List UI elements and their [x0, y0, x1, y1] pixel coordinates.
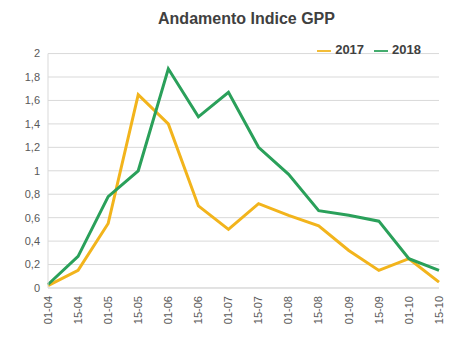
svg-text:1,8: 1,8: [25, 71, 40, 83]
svg-text:15-06: 15-06: [192, 296, 204, 324]
svg-text:01-09: 01-09: [343, 296, 355, 324]
svg-text:1,6: 1,6: [25, 94, 40, 106]
svg-text:01-08: 01-08: [282, 296, 294, 324]
svg-text:0,6: 0,6: [25, 212, 40, 224]
svg-text:0,2: 0,2: [25, 258, 40, 270]
svg-text:0: 0: [34, 282, 40, 294]
html-text:2017: 2017: [335, 42, 365, 57]
svg-text:15-10: 15-10: [433, 296, 445, 324]
svg-text:01-10: 01-10: [403, 296, 415, 324]
svg-text:01-04: 01-04: [42, 296, 54, 324]
svg-text:1: 1: [34, 165, 40, 177]
svg-text:15-09: 15-09: [373, 296, 385, 324]
svg-text:15-08: 15-08: [313, 296, 325, 324]
svg-text:01-07: 01-07: [222, 296, 234, 324]
html-text:2018: 2018: [392, 42, 421, 57]
svg-text:15-04: 15-04: [72, 296, 84, 324]
svg-text:2: 2: [34, 47, 40, 59]
svg-text:15-07: 15-07: [252, 296, 264, 324]
svg-text:1,2: 1,2: [25, 141, 40, 153]
svg-text:01-06: 01-06: [162, 296, 174, 324]
svg-text:01-05: 01-05: [102, 296, 114, 324]
svg-text:15-05: 15-05: [132, 296, 144, 324]
svg-text:0,8: 0,8: [25, 188, 40, 200]
html-text:Andamento Indice GPP: Andamento Indice GPP: [158, 10, 335, 27]
svg-text:1,4: 1,4: [25, 118, 40, 130]
svg-text:0,4: 0,4: [25, 235, 40, 247]
